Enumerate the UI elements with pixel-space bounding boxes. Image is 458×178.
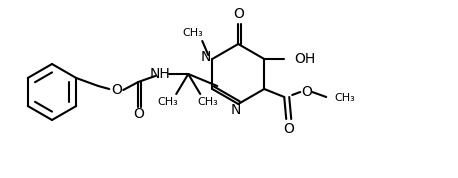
Text: O: O (111, 83, 122, 97)
Text: CH₃: CH₃ (182, 28, 202, 38)
Text: N: N (231, 103, 241, 117)
Text: O: O (233, 7, 244, 21)
Text: CH₃: CH₃ (158, 97, 179, 107)
Text: O: O (283, 122, 294, 136)
Text: O: O (133, 107, 144, 121)
Text: N: N (201, 50, 212, 64)
Text: OH: OH (294, 52, 316, 66)
Text: CH₃: CH₃ (198, 97, 218, 107)
Text: O: O (301, 85, 311, 99)
Text: NH: NH (150, 67, 171, 81)
Text: CH₃: CH₃ (334, 93, 355, 103)
